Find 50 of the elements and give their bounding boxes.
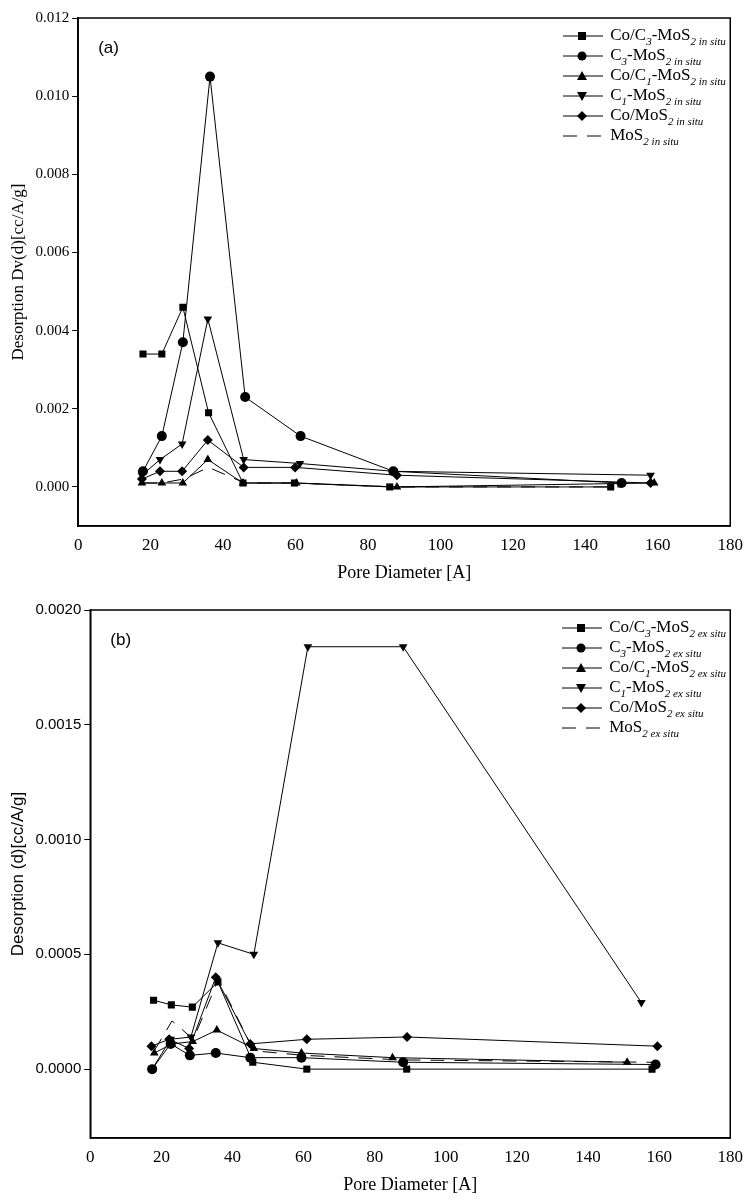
x-tick-label: 100 bbox=[433, 1146, 459, 1166]
x-tick-label: 100 bbox=[427, 534, 454, 554]
x-tick-label: 140 bbox=[575, 1146, 601, 1166]
x-tick-label: 60 bbox=[295, 1146, 313, 1166]
x-tick-label: 20 bbox=[152, 1146, 170, 1166]
y-axis-title: Desorption (d)[cc/A/g] bbox=[7, 791, 27, 957]
y-tick-label: 0.012 bbox=[35, 8, 70, 25]
legend-label: Co/C$_{3}$-MoS$_{2 ex situ}$ bbox=[609, 617, 727, 639]
legend-label: MoS$_{2 ex situ}$ bbox=[609, 717, 679, 739]
x-tick-label: 120 bbox=[500, 534, 526, 554]
x-axis-title: Pore Diameter [A] bbox=[337, 561, 472, 582]
x-tick-label: 180 bbox=[717, 534, 743, 554]
y-tick-label: 0.004 bbox=[35, 321, 70, 338]
y-axis-title: Desorption Dv(d)[cc/A/g] bbox=[7, 183, 27, 361]
x-tick-label: 0 bbox=[73, 534, 83, 554]
y-tick-label: 0.0010 bbox=[35, 829, 82, 847]
y-tick-label: 0.0005 bbox=[35, 944, 82, 962]
text: (b) bbox=[110, 630, 132, 650]
x-tick-label: 160 bbox=[645, 534, 671, 554]
legend-label: C$_{3}$-MoS$_{2 ex situ}$ bbox=[609, 637, 702, 659]
y-tick-label: 0.000 bbox=[35, 477, 70, 494]
x-tick-label: 80 bbox=[366, 1146, 384, 1166]
x-tick-label: 40 bbox=[223, 1146, 241, 1166]
text: (a) bbox=[98, 38, 119, 58]
legend-label: Co/C$_{1}$-MoS$_{2 in situ}$ bbox=[610, 65, 726, 87]
x-tick-label: 0 bbox=[86, 1146, 95, 1166]
x-tick-label: 60 bbox=[287, 534, 305, 554]
y-tick-label: 0.006 bbox=[35, 243, 70, 260]
x-tick-label: 120 bbox=[504, 1146, 530, 1166]
y-tick-label: 0.008 bbox=[35, 165, 70, 182]
x-tick-label: 80 bbox=[359, 534, 377, 554]
legend-label: C$_{1}$-MoS$_{2 in situ}$ bbox=[610, 85, 702, 107]
legend-label: Co/MoS$_{2 in situ}$ bbox=[610, 105, 704, 127]
legend-label: C$_{3}$-MoS$_{2 in situ}$ bbox=[610, 45, 702, 67]
x-axis-title: Pore Diameter [A] bbox=[343, 1173, 478, 1194]
x-tick-label: 40 bbox=[214, 534, 232, 554]
x-tick-label: 180 bbox=[717, 1146, 743, 1166]
y-tick-label: 0.010 bbox=[35, 87, 70, 104]
y-tick-label: 0.0020 bbox=[35, 600, 82, 618]
x-tick-label: 20 bbox=[142, 534, 160, 554]
x-tick-label: 140 bbox=[572, 534, 599, 554]
y-tick-label: 0.0015 bbox=[35, 714, 82, 732]
legend-label: Co/C$_{1}$-MoS$_{2 ex situ}$ bbox=[609, 657, 727, 679]
legend-label: MoS$_{2 in situ}$ bbox=[610, 125, 679, 147]
x-tick-label: 160 bbox=[646, 1146, 672, 1166]
y-tick-label: 0.0000 bbox=[35, 1059, 82, 1077]
legend-label: C$_{1}$-MoS$_{2 ex situ}$ bbox=[609, 677, 702, 699]
legend-label: Co/C$_{3}$-MoS$_{2 in situ}$ bbox=[610, 25, 726, 47]
y-tick-label: 0.002 bbox=[35, 399, 70, 416]
legend-label: Co/MoS$_{2 ex situ}$ bbox=[609, 697, 704, 719]
